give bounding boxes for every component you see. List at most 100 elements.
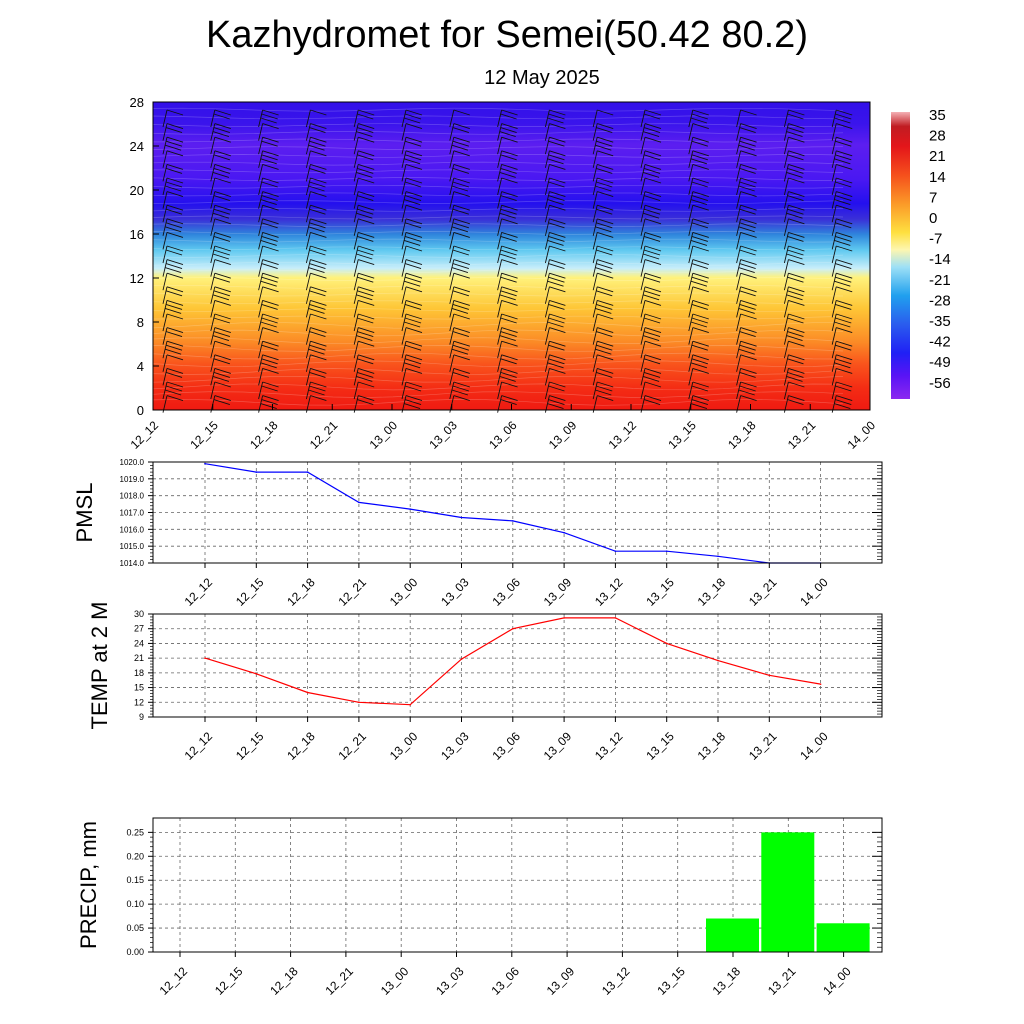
wind-barb	[736, 299, 757, 318]
wind-barb	[736, 150, 757, 168]
barb-feather	[836, 340, 853, 347]
wind-barb	[305, 123, 327, 141]
barb-feather	[166, 381, 184, 388]
wind-barb	[831, 354, 853, 372]
barb-staff	[353, 232, 359, 250]
barb-staff	[640, 164, 646, 182]
barb-feather	[501, 204, 518, 211]
barb-feather	[644, 191, 662, 198]
barb-feather	[644, 327, 662, 334]
barb-feather	[405, 354, 423, 361]
barb-feather	[166, 395, 184, 402]
barb-feather	[500, 113, 517, 120]
barb-feather	[643, 317, 661, 324]
barb-staff	[688, 381, 694, 400]
y-tick-label: 8	[137, 315, 144, 330]
data-point	[717, 659, 719, 662]
barb-staff	[783, 205, 789, 223]
wind-barb	[401, 327, 423, 345]
barb-feather	[164, 307, 182, 314]
barb-staff	[449, 354, 455, 372]
barb-feather	[548, 181, 565, 188]
wind-barb	[353, 150, 375, 168]
barb-staff	[736, 109, 742, 128]
barb-staff	[401, 191, 407, 209]
x-tick-label: 13_18	[695, 729, 729, 763]
barb-staff	[497, 313, 503, 332]
data-point	[614, 550, 617, 553]
barb-staff	[783, 354, 789, 372]
barb-feather	[501, 259, 518, 266]
wind-barb	[449, 150, 470, 168]
barb-feather	[309, 222, 326, 229]
barb-staff	[736, 150, 742, 168]
barb-staff	[497, 381, 503, 400]
barb-staff	[497, 218, 503, 236]
barb-staff	[162, 205, 168, 223]
barb-feather	[453, 218, 470, 225]
barb-staff	[497, 300, 503, 318]
barb-feather	[690, 199, 708, 206]
wind-barb	[353, 218, 375, 236]
contour-line	[152, 215, 844, 220]
barb-feather	[644, 163, 662, 170]
wind-barb	[210, 367, 231, 386]
barb-feather	[403, 199, 421, 206]
barb-staff	[544, 109, 550, 128]
barb-staff	[736, 232, 742, 250]
barb-feather	[405, 218, 423, 225]
barb-staff	[401, 273, 407, 291]
barb-feather	[261, 399, 278, 406]
barb-feather	[166, 150, 184, 157]
barb-feather	[214, 150, 231, 157]
barb-feather	[453, 191, 470, 198]
barb-staff	[210, 273, 216, 291]
barb-staff	[258, 109, 264, 128]
barb-feather	[786, 212, 803, 219]
x-tick-label: 13_12	[599, 964, 633, 998]
barb-feather	[692, 218, 709, 225]
barb-feather	[738, 185, 755, 192]
barb-staff	[258, 286, 264, 304]
barb-staff	[544, 137, 550, 155]
x-tick-label: 13_15	[665, 418, 699, 452]
barb-feather	[405, 163, 423, 170]
barb-feather	[549, 177, 566, 184]
barb-feather	[213, 167, 230, 174]
barb-staff	[305, 164, 311, 182]
barb-staff	[592, 164, 598, 182]
barb-feather	[549, 395, 566, 402]
wind-barb	[497, 286, 518, 304]
wind-barb	[353, 299, 375, 318]
wind-barb	[688, 245, 709, 264]
barb-feather	[547, 280, 564, 287]
barb-feather	[309, 127, 326, 134]
barb-feather	[786, 335, 803, 342]
barb-feather	[358, 177, 375, 184]
wind-barb	[497, 150, 518, 168]
barb-feather	[166, 177, 184, 184]
barb-staff	[592, 273, 598, 291]
barb-staff	[592, 245, 598, 264]
barb-feather	[692, 109, 709, 116]
barb-staff	[162, 123, 168, 141]
x-tick-label: 12_12	[182, 575, 216, 609]
barb-feather	[262, 123, 279, 130]
barb-staff	[783, 381, 789, 400]
data-point	[255, 471, 258, 473]
barb-staff	[497, 164, 503, 182]
y-tick-label: 1016.0	[120, 525, 145, 534]
wind-barb	[497, 367, 518, 386]
barb-staff	[401, 245, 407, 264]
barb-feather	[597, 272, 614, 279]
barb-feather	[644, 245, 662, 252]
wind-barb	[592, 218, 614, 236]
barb-feather	[740, 286, 757, 293]
contour-line	[152, 315, 844, 320]
barb-staff	[592, 137, 598, 155]
wind-barb	[210, 259, 231, 277]
barb-feather	[452, 140, 469, 147]
barb-staff	[640, 286, 646, 304]
y-tick-label: 16	[130, 227, 144, 242]
barb-staff	[258, 313, 264, 332]
